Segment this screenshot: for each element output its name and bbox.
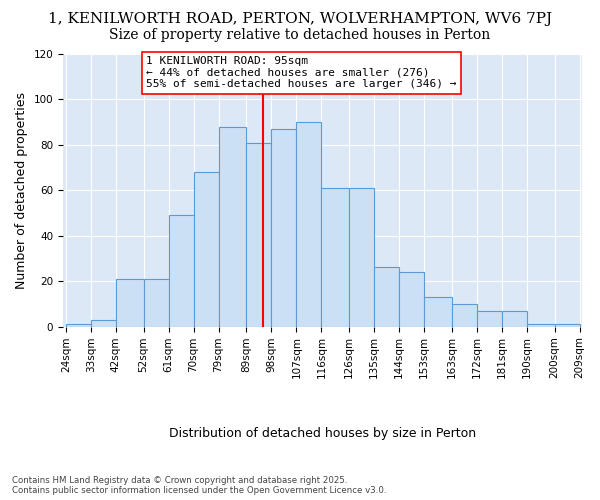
Bar: [91, 320, 116, 326]
Bar: [502, 310, 527, 326]
Bar: [218, 126, 247, 326]
Bar: [424, 297, 452, 326]
Y-axis label: Number of detached properties: Number of detached properties: [15, 92, 28, 289]
Text: Contains HM Land Registry data © Crown copyright and database right 2025.
Contai: Contains HM Land Registry data © Crown c…: [12, 476, 386, 495]
Bar: [527, 324, 555, 326]
Bar: [169, 216, 194, 326]
Bar: [322, 188, 349, 326]
Bar: [349, 188, 374, 326]
Bar: [296, 122, 322, 326]
Text: 1 KENILWORTH ROAD: 95sqm
← 44% of detached houses are smaller (276)
55% of semi-: 1 KENILWORTH ROAD: 95sqm ← 44% of detach…: [146, 56, 457, 90]
X-axis label: Distribution of detached houses by size in Perton: Distribution of detached houses by size …: [169, 427, 476, 440]
Bar: [399, 272, 424, 326]
Bar: [116, 279, 143, 326]
Bar: [477, 310, 502, 326]
Bar: [66, 324, 91, 326]
Bar: [194, 172, 218, 326]
Text: 1, KENILWORTH ROAD, PERTON, WOLVERHAMPTON, WV6 7PJ: 1, KENILWORTH ROAD, PERTON, WOLVERHAMPTO…: [48, 12, 552, 26]
Bar: [143, 279, 169, 326]
Text: Size of property relative to detached houses in Perton: Size of property relative to detached ho…: [109, 28, 491, 42]
Bar: [247, 142, 271, 326]
Bar: [374, 268, 399, 326]
Bar: [452, 304, 477, 326]
Bar: [555, 324, 580, 326]
Bar: [271, 129, 296, 326]
